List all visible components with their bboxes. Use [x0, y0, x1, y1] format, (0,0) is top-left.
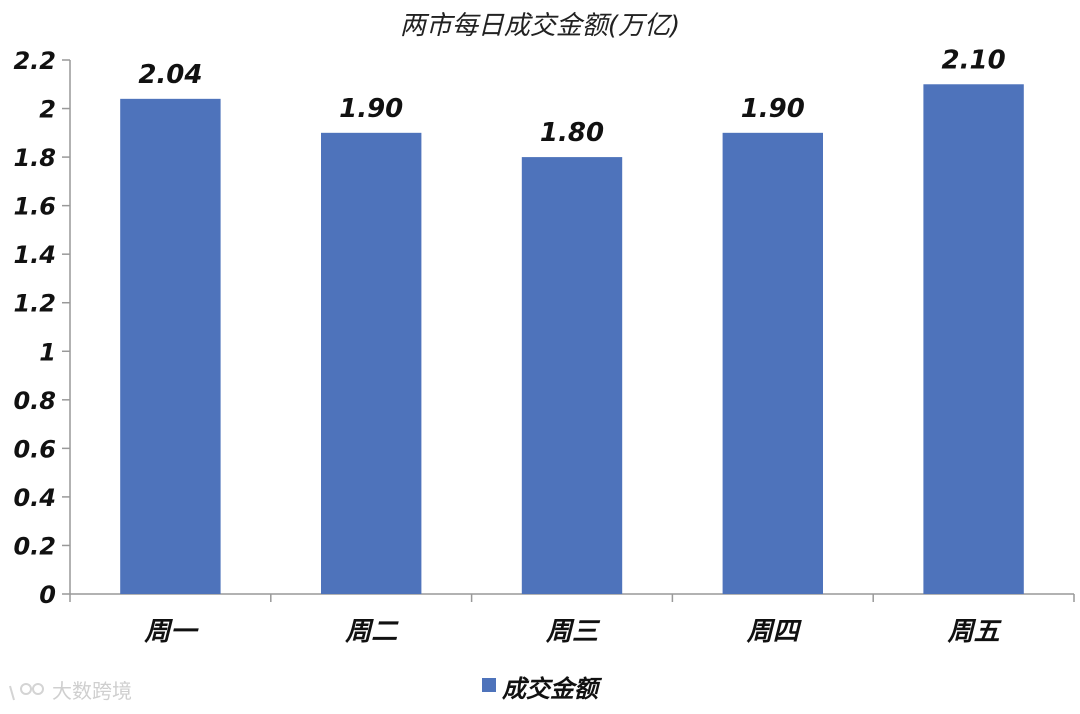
watermark-text: 大数跨境 [52, 679, 132, 703]
y-axis: 0 0.2 0.4 0.6 0.8 1 1.2 1.4 1.6 1.8 2 2.2 [13, 47, 71, 609]
bar [120, 98, 221, 594]
y-tick-label: 1.8 [13, 144, 56, 172]
y-tick-label: 0.4 [13, 484, 56, 512]
y-tick-label: 0.8 [13, 387, 56, 415]
x-axis: 周一 周二 周三 周四 周五 [69, 593, 1075, 647]
x-tick-label: 周一 [143, 617, 199, 647]
y-tick-label: 0 [39, 581, 56, 609]
bars [120, 84, 1024, 594]
data-label: 1.80 [540, 118, 604, 148]
y-tick-label: 0.6 [13, 435, 56, 463]
bar [321, 132, 422, 594]
bar [521, 157, 623, 594]
data-labels: 2.04 1.90 1.80 1.90 2.10 [138, 45, 1005, 148]
bar [722, 132, 823, 594]
y-tick-label: 1 [39, 338, 56, 366]
legend-swatch [482, 678, 496, 692]
x-tick-label: 周二 [344, 617, 399, 647]
logo-icon [9, 683, 44, 701]
y-tick-label: 1.2 [13, 290, 56, 318]
legend: 成交金额 [482, 675, 603, 703]
bar [923, 84, 1024, 594]
data-label: 1.90 [741, 94, 805, 124]
legend-label: 成交金额 [501, 675, 603, 703]
x-tick-label: 周五 [947, 617, 1003, 647]
chart-title: 两市每日成交金额(万亿) [400, 11, 680, 41]
x-tick-label: 周三 [545, 617, 601, 647]
y-tick-label: 2 [39, 96, 56, 124]
data-label: 2.10 [942, 45, 1006, 75]
y-tick-label: 0.2 [13, 532, 56, 560]
watermark: 大数跨境 [9, 679, 132, 703]
y-tick-label: 1.4 [13, 241, 56, 269]
data-label: 2.04 [138, 60, 202, 90]
data-label: 1.90 [339, 94, 403, 124]
y-tick-label: 1.6 [13, 193, 56, 221]
x-tick-label: 周四 [746, 617, 803, 647]
y-tick-label: 2.2 [13, 47, 56, 75]
